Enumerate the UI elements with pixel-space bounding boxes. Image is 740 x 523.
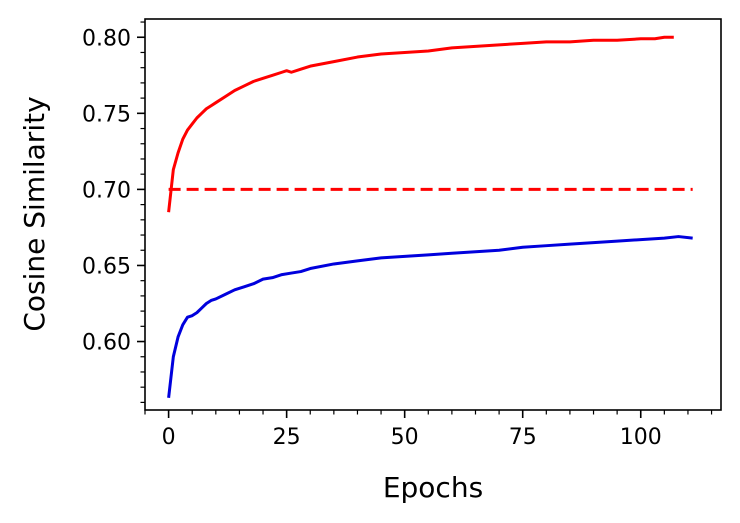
x-axis: 0 25 50 75 100 <box>144 410 713 450</box>
series-line-3 <box>167 235 693 399</box>
y-tick-label: 0.75 <box>82 102 131 127</box>
y-tick-label: 0.70 <box>82 178 131 203</box>
y-axis: 0.60 0.65 0.70 0.75 0.80 <box>82 21 145 403</box>
x-tick-label: 75 <box>509 425 537 450</box>
x-tick-label: 25 <box>273 425 301 450</box>
y-tick-label: 0.65 <box>82 254 131 279</box>
x-tick-label: 0 <box>162 425 176 450</box>
y-tick-label: 0.60 <box>82 331 131 356</box>
x-tick-label: 50 <box>391 425 419 450</box>
plot-series <box>167 35 693 399</box>
plot-frame <box>144 18 722 411</box>
series-line-1 <box>167 35 674 213</box>
y-axis-label: Cosine Similarity <box>18 96 51 331</box>
x-tick-label: 100 <box>620 425 662 450</box>
x-axis-label: Epochs <box>383 471 483 504</box>
y-tick-label: 0.80 <box>82 26 131 51</box>
